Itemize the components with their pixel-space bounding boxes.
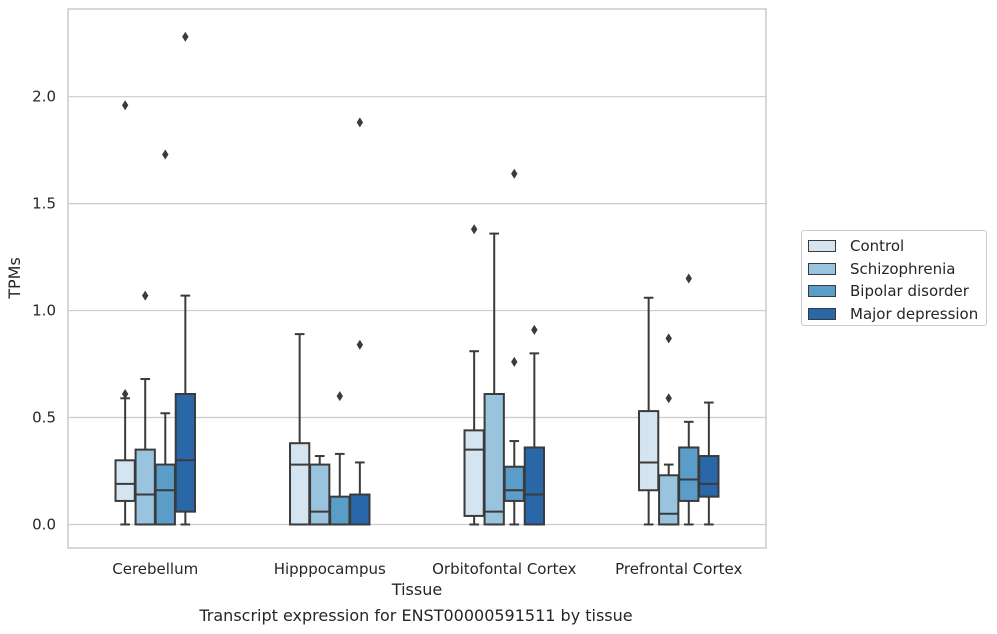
outlier-point	[121, 389, 129, 399]
box-iqr	[349, 493, 371, 526]
legend-label: Schizophrenia	[850, 259, 956, 278]
outlier-point	[531, 324, 538, 335]
box-iqr	[658, 474, 680, 526]
legend-label: Bipolar disorder	[850, 282, 969, 301]
x-tick-label: Cerebellum	[112, 560, 198, 578]
x-tick-label: Hipppocampus	[274, 560, 386, 578]
box-iqr	[114, 459, 136, 502]
x-tick-label: Prefrontal Cortex	[615, 560, 742, 578]
y-tick-label: 1.5	[32, 195, 56, 213]
box	[638, 296, 660, 526]
box	[174, 31, 196, 526]
outlier-point	[162, 149, 169, 160]
legend-swatch	[808, 240, 836, 253]
outlier-point	[356, 339, 364, 350]
box	[523, 324, 545, 526]
box	[658, 333, 680, 526]
legend-label: Major depression	[850, 304, 979, 323]
box	[154, 149, 176, 526]
box-iqr	[483, 393, 505, 526]
outlier-point	[336, 391, 343, 402]
plot-area-frame	[67, 8, 767, 549]
box	[503, 168, 525, 526]
y-tick-label: 2.0	[32, 88, 56, 106]
legend-swatch	[808, 262, 836, 275]
legend: Control Schizophrenia Bipolar disorder Majo…	[801, 230, 987, 326]
box	[349, 117, 371, 526]
outlier-point	[665, 393, 672, 404]
y-tick-label: 1.0	[32, 302, 56, 320]
box	[309, 455, 331, 526]
outlier-point	[142, 290, 149, 301]
box-iqr	[134, 448, 156, 526]
box-iqr	[523, 446, 545, 526]
box-iqr	[638, 410, 660, 492]
box	[483, 232, 505, 526]
box	[698, 401, 720, 526]
box	[134, 290, 156, 526]
outlier-point	[685, 273, 692, 284]
outlier-point	[121, 100, 129, 111]
y-tick-labels: 0.0 0.5 1.0 1.5 2.0	[32, 88, 56, 534]
box-iqr	[698, 455, 720, 498]
box	[289, 333, 311, 526]
box-iqr	[678, 446, 700, 502]
box	[678, 273, 700, 526]
grid-lines	[68, 96, 766, 526]
legend-label: Control	[850, 237, 905, 256]
x-tick-label: Orbitofontal Cortex	[432, 560, 576, 578]
legend-swatch	[808, 285, 836, 298]
outlier-point	[356, 117, 364, 128]
y-tick-label: 0.5	[32, 409, 56, 427]
outlier-point	[511, 356, 518, 367]
box-iqr	[329, 495, 351, 526]
outlier-point	[511, 168, 518, 179]
box-iqr	[289, 442, 311, 526]
legend-item: Major depression	[808, 303, 986, 326]
figure-caption: Transcript expression for ENST0000059151…	[199, 606, 633, 625]
box-iqr	[309, 463, 331, 526]
box-iqr	[503, 465, 525, 502]
outlier-point	[182, 31, 189, 42]
y-tick-label: 0.0	[32, 515, 56, 533]
legend-swatch	[808, 307, 836, 320]
box	[114, 100, 136, 526]
x-tick-labels: Cerebellum Hipppocampus Orbitofontal Corte…	[112, 560, 742, 578]
box-iqr	[154, 463, 176, 526]
box	[463, 224, 485, 526]
box	[329, 391, 351, 526]
box-iqr	[174, 393, 196, 513]
legend-item: Bipolar disorder	[808, 280, 986, 303]
y-axis-label: TPMs	[5, 257, 24, 300]
boxes	[114, 31, 720, 526]
legend-item: Control	[808, 235, 986, 258]
x-axis-label: Tissue	[391, 580, 442, 599]
outlier-point	[470, 224, 478, 235]
legend-item: Schizophrenia	[808, 258, 986, 281]
outlier-point	[665, 333, 672, 344]
box-iqr	[463, 429, 485, 517]
